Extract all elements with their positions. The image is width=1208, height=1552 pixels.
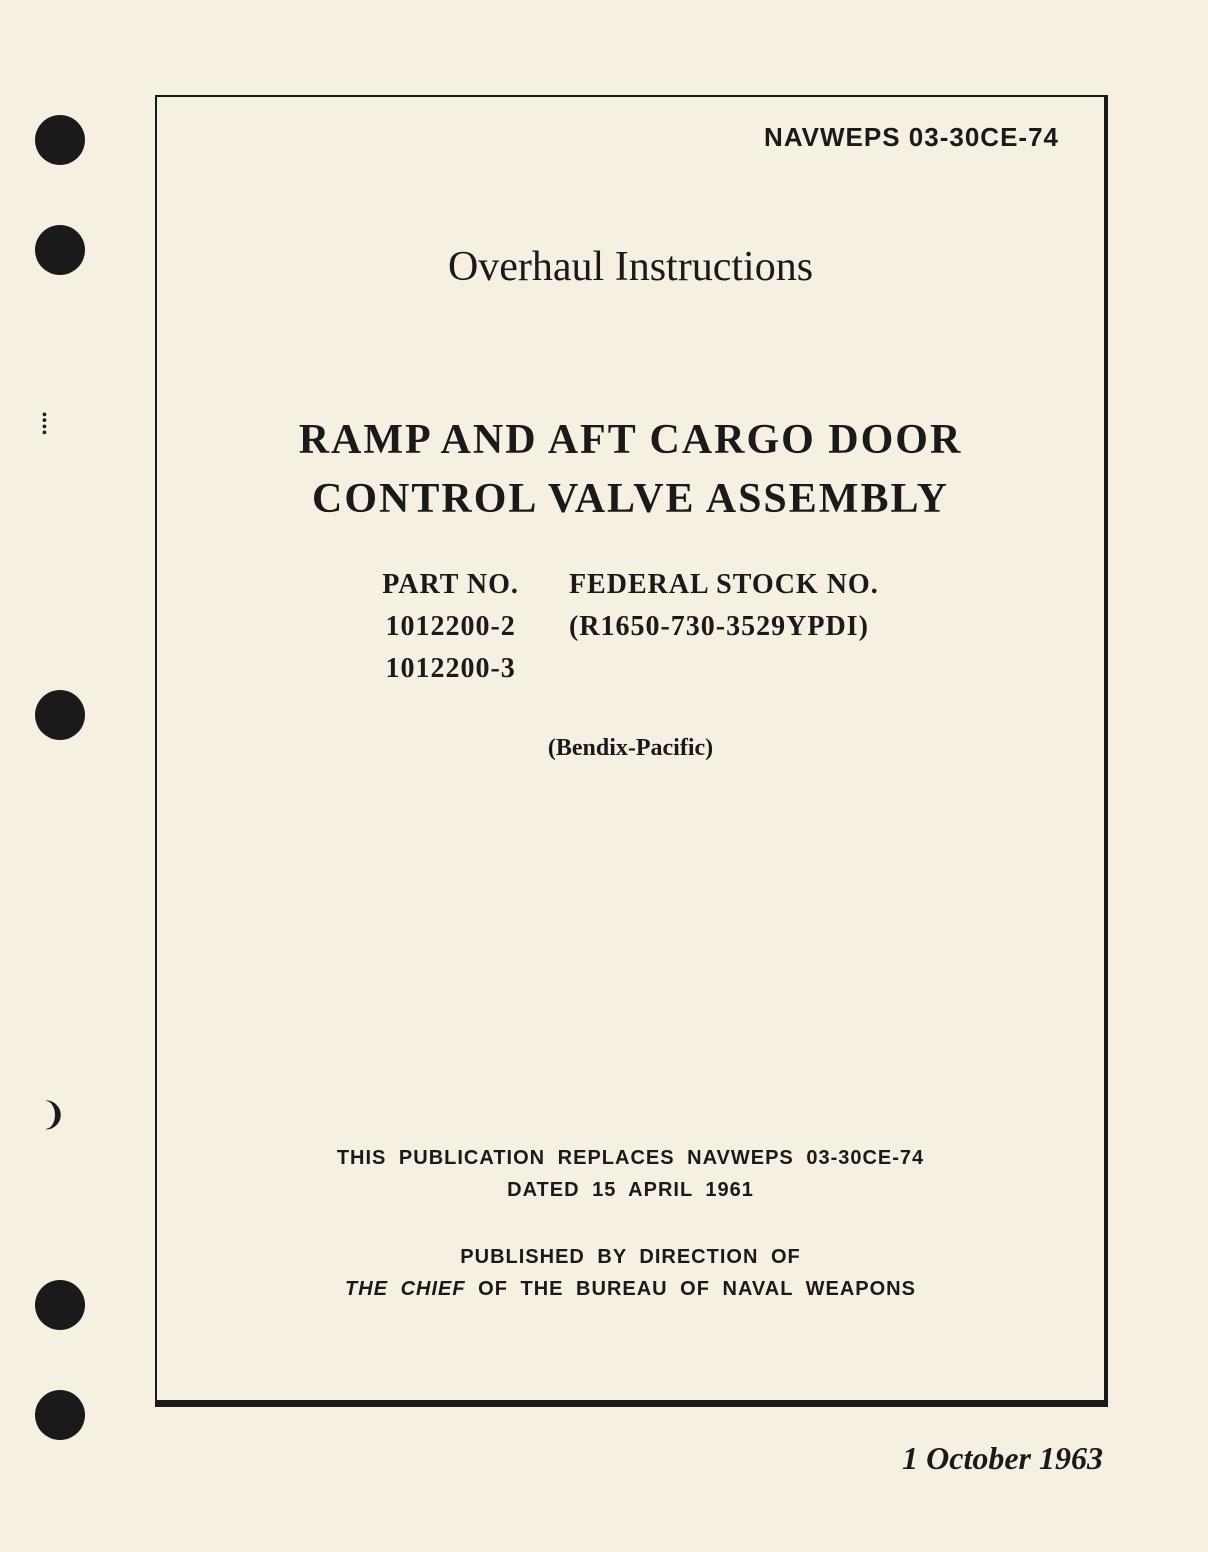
replaces-notice: THIS PUBLICATION REPLACES NAVWEPS 03-30C… <box>202 1142 1059 1206</box>
subject-line-2: CONTROL VALVE ASSEMBLY <box>312 476 949 522</box>
replaces-line-1: THIS PUBLICATION REPLACES NAVWEPS 03-30C… <box>337 1147 924 1169</box>
subject-title: RAMP AND AFT CARGO DOOR CONTROL VALVE AS… <box>202 411 1059 529</box>
publication-date: 1 October 1963 <box>902 1440 1103 1477</box>
part-number-2: 1012200-3 <box>382 648 519 690</box>
hole-punch-mark <box>35 1390 85 1440</box>
part-info-section: PART NO. 1012200-2 1012200-3 FEDERAL STO… <box>202 564 1059 690</box>
hole-punch-mark <box>35 690 85 740</box>
replaces-line-2: DATED 15 APRIL 1961 <box>507 1179 754 1201</box>
part-number-column: PART NO. 1012200-2 1012200-3 <box>382 564 519 690</box>
part-number-label: PART NO. <box>382 564 519 606</box>
subject-line-1: RAMP AND AFT CARGO DOOR <box>299 417 963 463</box>
manufacturer-name: (Bendix-Pacific) <box>202 735 1059 762</box>
document-id: NAVWEPS 03-30CE-74 <box>202 122 1059 153</box>
hole-punch-mark <box>35 1280 85 1330</box>
published-by-notice: PUBLISHED BY DIRECTION OF THE CHIEF OF T… <box>202 1241 1059 1305</box>
scan-artifact: ⁞ <box>40 405 49 442</box>
stock-number-value: (R1650-730-3529YPDI) <box>569 606 879 648</box>
document-frame: NAVWEPS 03-30CE-74 Overhaul Instructions… <box>155 95 1108 1407</box>
hole-punch-mark <box>35 115 85 165</box>
stock-number-column: FEDERAL STOCK NO. (R1650-730-3529YPDI) <box>569 564 879 690</box>
stock-number-label: FEDERAL STOCK NO. <box>569 564 879 606</box>
main-title: Overhaul Instructions <box>202 243 1059 291</box>
scan-artifact: ❩ <box>40 1095 67 1133</box>
hole-punch-mark <box>35 225 85 275</box>
part-number-1: 1012200-2 <box>382 606 519 648</box>
published-line-2-italic: THE CHIEF <box>345 1278 466 1300</box>
published-line-1: PUBLISHED BY DIRECTION OF <box>460 1246 800 1268</box>
published-line-2-rest: OF THE BUREAU OF NAVAL WEAPONS <box>466 1278 916 1300</box>
